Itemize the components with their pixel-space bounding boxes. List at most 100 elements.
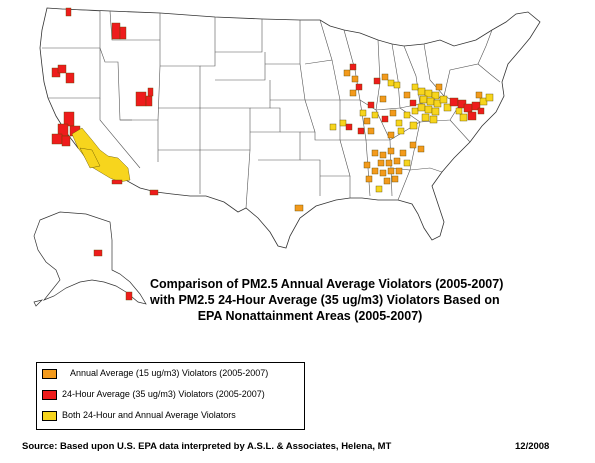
area-both xyxy=(431,107,440,116)
area-both xyxy=(424,105,433,114)
area-annual xyxy=(389,109,397,117)
area-both xyxy=(395,119,403,127)
area-daily xyxy=(93,249,103,257)
area-daily xyxy=(349,63,357,71)
area-annual xyxy=(351,75,359,83)
area-daily xyxy=(135,91,147,107)
area-annual xyxy=(379,169,387,177)
area-annual xyxy=(367,127,375,135)
area-annual xyxy=(379,95,387,103)
area-both xyxy=(429,115,438,124)
publication-date: 12/2008 xyxy=(515,441,550,452)
area-both xyxy=(359,109,367,117)
area-both xyxy=(419,95,428,104)
area-annual xyxy=(395,167,403,175)
area-both xyxy=(431,91,440,100)
area-both xyxy=(397,127,405,135)
map-title: Comparison of PM2.5 Annual Average Viola… xyxy=(150,276,504,324)
area-annual xyxy=(349,89,357,97)
area-daily xyxy=(145,95,153,107)
area-annual xyxy=(399,149,407,157)
area-annual xyxy=(475,91,483,99)
area-annual xyxy=(387,131,395,139)
area-annual xyxy=(391,175,399,183)
area-daily xyxy=(111,22,121,40)
area-annual xyxy=(371,149,379,157)
legend-swatch-both xyxy=(42,411,57,421)
area-both xyxy=(443,103,452,112)
area-annual xyxy=(435,83,443,91)
area-daily xyxy=(125,291,133,301)
area-both xyxy=(479,97,488,106)
area-daily xyxy=(471,101,481,111)
area-daily xyxy=(345,123,353,131)
area-annual xyxy=(403,91,411,99)
area-both xyxy=(387,79,395,87)
area-annual xyxy=(377,159,385,167)
area-daily xyxy=(63,111,75,127)
area-both xyxy=(417,87,426,96)
area-annual xyxy=(294,204,304,212)
us-state-boundaries xyxy=(39,7,541,249)
area-both xyxy=(417,103,426,112)
area-annual xyxy=(387,147,395,155)
area-both xyxy=(393,81,401,89)
area-daily xyxy=(119,26,127,40)
area-both xyxy=(439,95,448,104)
area-daily xyxy=(477,107,485,115)
area-both xyxy=(459,113,468,122)
area-annual xyxy=(385,159,393,167)
legend-label-daily: 24-Hour Average (35 ug/m3) Violators (20… xyxy=(62,389,265,399)
area-both xyxy=(79,147,101,169)
area-daily xyxy=(111,179,123,185)
area-both xyxy=(409,121,418,130)
area-daily xyxy=(149,189,159,196)
area-both xyxy=(371,111,379,119)
area-daily xyxy=(381,115,389,123)
alaska xyxy=(33,211,147,307)
legend-label-annual: Annual Average (15 ug/m3) Violators (200… xyxy=(70,368,269,378)
area-daily xyxy=(367,101,375,109)
area-both xyxy=(426,97,435,106)
area-daily xyxy=(147,87,154,97)
area-annual xyxy=(387,167,395,175)
area-both xyxy=(485,93,494,102)
area-annual xyxy=(343,69,351,77)
area-annual xyxy=(363,117,371,125)
conterminous-us-outline xyxy=(39,7,541,249)
area-daily xyxy=(355,83,363,91)
area-annual xyxy=(393,157,401,165)
area-both xyxy=(411,83,419,91)
area-daily xyxy=(463,103,473,113)
area-annual xyxy=(379,151,387,159)
legend-label-both: Both 24-Hour and Annual Average Violator… xyxy=(62,410,236,420)
legend: Annual Average (15 ug/m3) Violators (200… xyxy=(36,362,305,430)
source-credit: Source: Based upon U.S. EPA data interpr… xyxy=(22,441,392,452)
area-daily xyxy=(449,97,459,107)
title-line-1: Comparison of PM2.5 Annual Average Viola… xyxy=(150,277,504,291)
violator-areas xyxy=(51,7,494,301)
area-daily xyxy=(65,72,75,84)
area-daily xyxy=(51,133,63,145)
area-both xyxy=(403,111,411,119)
area-daily xyxy=(57,64,67,74)
area-both xyxy=(433,99,442,108)
title-line-2: with PM2.5 24-Hour Average (35 ug/m3) Vi… xyxy=(150,293,500,307)
area-annual xyxy=(417,145,425,153)
legend-swatch-annual xyxy=(42,369,57,379)
area-daily xyxy=(65,7,72,17)
area-annual xyxy=(381,73,389,81)
area-annual xyxy=(383,177,391,185)
area-both xyxy=(411,107,419,115)
area-annual xyxy=(363,161,371,169)
area-daily xyxy=(357,127,365,135)
legend-swatch-daily xyxy=(42,390,57,400)
area-annual xyxy=(365,175,373,183)
area-both xyxy=(421,113,430,122)
area-both xyxy=(375,185,383,193)
area-both xyxy=(329,123,337,131)
area-annual xyxy=(371,167,379,175)
area-both xyxy=(403,159,411,167)
area-daily xyxy=(467,111,477,121)
